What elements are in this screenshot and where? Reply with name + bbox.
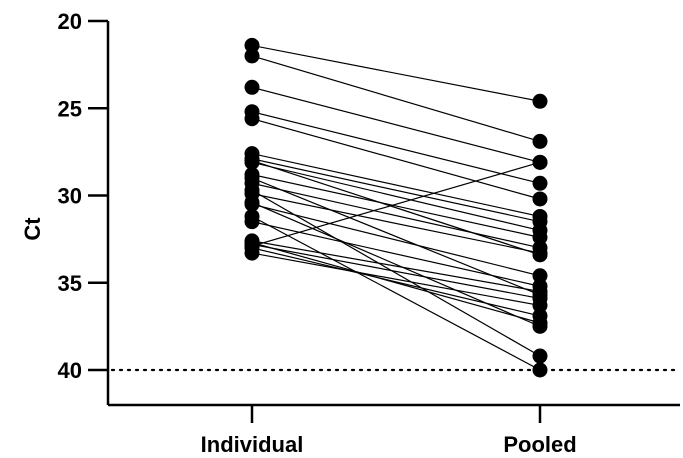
point-pooled-20 bbox=[532, 362, 548, 378]
point-individual-20 bbox=[244, 208, 260, 224]
pair-line-16 bbox=[251, 247, 541, 317]
y-tick-label-25: 25 bbox=[58, 96, 82, 121]
point-pooled-8 bbox=[532, 229, 548, 245]
pair-line-19 bbox=[251, 189, 541, 357]
pair-line-11 bbox=[251, 203, 541, 277]
point-individual-2 bbox=[244, 79, 260, 95]
point-individual-21 bbox=[244, 238, 260, 254]
point-pooled-23 bbox=[532, 287, 548, 303]
point-individual-1 bbox=[244, 48, 260, 64]
point-individual-0 bbox=[244, 37, 260, 53]
y-axis-title: Ct bbox=[20, 217, 45, 241]
point-pooled-15 bbox=[532, 297, 548, 313]
pair-line-13 bbox=[251, 240, 541, 293]
pair-line-0 bbox=[251, 44, 541, 102]
point-pooled-1 bbox=[532, 133, 548, 149]
point-pooled-11 bbox=[532, 268, 548, 284]
point-pooled-22 bbox=[532, 247, 548, 263]
pair-line-17 bbox=[251, 242, 541, 324]
point-individual-19 bbox=[244, 182, 260, 198]
pair-line-14 bbox=[251, 243, 541, 300]
pair-line-1 bbox=[251, 55, 541, 142]
pair-line-23 bbox=[251, 177, 541, 296]
point-pooled-4 bbox=[532, 191, 548, 207]
pair-line-9 bbox=[251, 182, 541, 249]
point-individual-22 bbox=[244, 153, 260, 169]
axes-layer bbox=[88, 19, 680, 423]
point-individual-18 bbox=[244, 194, 260, 210]
pair-line-8 bbox=[251, 173, 541, 238]
point-individual-4 bbox=[244, 111, 260, 127]
pair-lines-layer bbox=[251, 44, 541, 371]
pair-line-21 bbox=[251, 161, 541, 247]
x-tick-label-individual: Individual bbox=[201, 432, 304, 457]
y-tick-label-35: 35 bbox=[58, 271, 82, 296]
point-pooled-18 bbox=[532, 318, 548, 334]
pair-line-2 bbox=[251, 86, 541, 163]
pair-line-22 bbox=[251, 160, 541, 256]
pair-line-20 bbox=[251, 215, 541, 371]
pair-line-12 bbox=[251, 221, 541, 287]
y-tick-label-40: 40 bbox=[58, 358, 82, 383]
pair-line-18 bbox=[251, 201, 541, 327]
pair-line-15 bbox=[251, 252, 541, 307]
point-individual-23 bbox=[244, 170, 260, 186]
pair-line-3 bbox=[251, 111, 541, 184]
point-pooled-21 bbox=[532, 154, 548, 170]
y-tick-label-20: 20 bbox=[58, 9, 82, 34]
point-pooled-3 bbox=[532, 175, 548, 191]
pair-line-10 bbox=[251, 193, 541, 254]
pair-line-5 bbox=[251, 153, 541, 218]
y-tick-label-30: 30 bbox=[58, 184, 82, 209]
point-pooled-19 bbox=[532, 348, 548, 364]
pair-line-4 bbox=[251, 118, 541, 200]
pair-line-7 bbox=[251, 161, 541, 231]
labels-layer: Ct 20 25 30 35 40 Individual Pooled bbox=[20, 9, 577, 457]
points-layer bbox=[244, 37, 548, 378]
pair-line-6 bbox=[251, 158, 541, 223]
point-pooled-0 bbox=[532, 93, 548, 109]
x-tick-label-pooled: Pooled bbox=[503, 432, 576, 457]
